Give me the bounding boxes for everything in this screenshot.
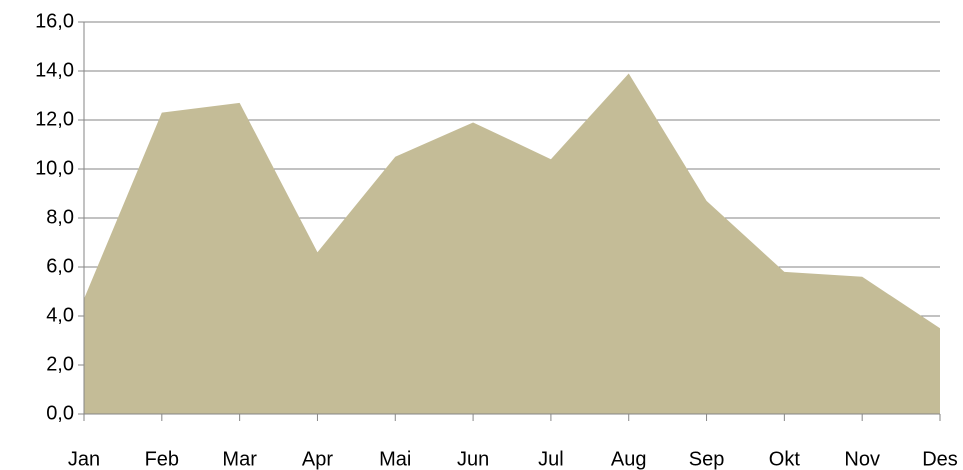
y-tick-label: 16,0 [35, 10, 74, 32]
x-tick-label: Mai [379, 448, 411, 470]
y-tick-label: 2,0 [46, 353, 74, 375]
y-tick-label: 0,0 [46, 402, 74, 424]
x-tick-label: Jan [68, 448, 100, 470]
area [84, 73, 940, 414]
x-tick-label: Nov [844, 448, 880, 470]
y-tick-label: 14,0 [35, 59, 74, 81]
x-tick-label: Jun [457, 448, 489, 470]
x-tick-label: Mar [222, 448, 257, 470]
x-tick-label: Aug [611, 448, 647, 470]
x-tick-label: Sep [689, 448, 725, 470]
y-tick-label: 6,0 [46, 255, 74, 277]
y-tick-label: 4,0 [46, 304, 74, 326]
y-tick-label: 10,0 [35, 157, 74, 179]
x-tick-label: Apr [302, 448, 333, 470]
x-tick-label: Okt [769, 448, 801, 470]
y-tick-label: 8,0 [46, 206, 74, 228]
x-tick-label: Feb [145, 448, 179, 470]
x-tick-label: Des [922, 448, 958, 470]
y-tick-label: 12,0 [35, 108, 74, 130]
x-tick-label: Jul [538, 448, 564, 470]
